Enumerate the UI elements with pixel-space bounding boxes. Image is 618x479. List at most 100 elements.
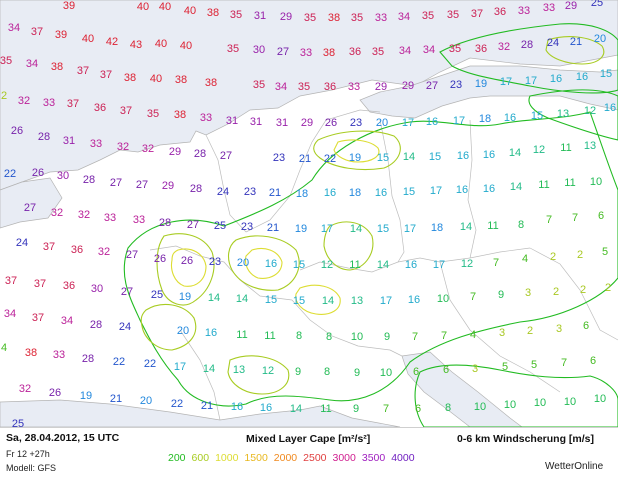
shear-value: 35 xyxy=(230,9,242,21)
shear-value: 33 xyxy=(133,214,145,226)
shear-value: 11 xyxy=(564,177,575,189)
shear-value: 24 xyxy=(119,321,131,333)
legend-item: 2000 xyxy=(273,452,298,464)
shear-value: 43 xyxy=(130,39,142,51)
shear-value: 24 xyxy=(547,37,559,49)
shear-value: 21 xyxy=(201,400,213,412)
shear-value: 24 xyxy=(16,237,28,249)
shear-value: 33 xyxy=(518,5,530,17)
shear-value: 15 xyxy=(377,223,389,235)
shear-value: 13 xyxy=(584,140,596,152)
shear-value: 11 xyxy=(320,403,331,415)
shear-value: 6 xyxy=(415,403,421,415)
shear-value: 16 xyxy=(604,102,616,114)
cape-600-e xyxy=(140,303,197,351)
shear-value: 15 xyxy=(531,110,543,122)
shear-value: 26 xyxy=(181,255,193,267)
shear-value: 3 xyxy=(525,287,531,299)
shear-value: 34 xyxy=(399,45,411,57)
legend-item: 3000 xyxy=(332,452,356,464)
shear-value: 9 xyxy=(354,367,360,379)
shear-value: 10 xyxy=(594,393,606,405)
shear-value: 16 xyxy=(426,116,438,128)
shear-value: 2 xyxy=(580,284,586,296)
shear-value: 5 xyxy=(531,359,537,371)
shear-value: 17 xyxy=(402,117,414,129)
shear-value: 7 xyxy=(493,257,499,269)
shear-value: 20 xyxy=(140,395,152,407)
shear-value: 39 xyxy=(55,29,67,41)
shear-value: 28 xyxy=(82,353,94,365)
shear-value: 26 xyxy=(11,125,23,137)
cape-200-north xyxy=(439,23,618,94)
shear-value: 16 xyxy=(408,294,420,306)
shear-value: 21 xyxy=(267,222,279,234)
border-2 xyxy=(245,109,381,233)
shear-value: 26 xyxy=(49,387,61,399)
shear-value: 15 xyxy=(600,68,612,80)
cape-600-g xyxy=(227,355,290,395)
shear-value: 36 xyxy=(349,46,361,58)
shear-value: 12 xyxy=(262,365,274,377)
shear-value: 27 xyxy=(136,179,148,191)
shear-value: 22 xyxy=(113,356,125,368)
shear-value: 30 xyxy=(57,170,69,182)
shear-value: 23 xyxy=(273,152,285,164)
shear-value: 28 xyxy=(194,148,206,160)
shear-value: 20 xyxy=(177,325,189,337)
shear-value: 31 xyxy=(276,117,288,129)
legend-item: 3500 xyxy=(361,452,386,464)
border-7 xyxy=(291,299,403,357)
map-canvas: 34 37 39 40 42 43 40 40 35 30 27 33 38 36 35 34 34 35 36 32… xyxy=(0,0,618,427)
cape-200-south xyxy=(414,364,618,427)
shear-value: 8 xyxy=(324,366,330,378)
shear-value: 33 xyxy=(375,12,387,24)
shear-value: 40 xyxy=(184,5,196,17)
shear-value: 42 xyxy=(106,36,118,48)
shear-value: 12 xyxy=(461,258,473,270)
shear-value: 9 xyxy=(498,289,504,301)
shear-value: 24 xyxy=(217,186,229,198)
shear-value: 10 xyxy=(534,397,546,409)
cape-1000-b xyxy=(244,247,283,279)
shear-value: 17 xyxy=(380,295,392,307)
shear-value: 10 xyxy=(590,176,602,188)
shear-value: 16 xyxy=(483,149,495,161)
shear-value: 37 xyxy=(43,241,55,253)
shear-value: 38 xyxy=(328,12,340,24)
borders xyxy=(149,109,618,421)
shear-value: 32 xyxy=(78,209,90,221)
shear-value: 37 xyxy=(67,98,79,110)
shear-value: 2 xyxy=(550,251,556,263)
cape-1000-c xyxy=(295,284,341,315)
sea-areas xyxy=(0,0,618,427)
shear-value: 15 xyxy=(429,151,441,163)
shear-value: 2 xyxy=(527,325,533,337)
shear-value: 40 xyxy=(155,38,167,50)
shear-value: 36 xyxy=(475,43,487,55)
shear-value: 34 xyxy=(423,44,435,56)
shear-value: 19 xyxy=(80,390,92,402)
shear-value: 29 xyxy=(280,11,292,23)
shear-value: 29 xyxy=(565,0,577,12)
shear-title: 0-6 km Windscherung [m/s] xyxy=(457,433,595,445)
shear-value: 35 xyxy=(0,55,12,67)
shear-value: 17 xyxy=(453,115,465,127)
shear-values-layer: 34 37 39 40 42 43 40 40 35 30 27 33 38 36 35 34 34 35 36 32… xyxy=(0,0,616,427)
shear-value: 23 xyxy=(350,117,362,129)
shear-value: 7 xyxy=(441,330,447,342)
cape-600-d xyxy=(323,221,374,271)
shear-value: 5 xyxy=(602,246,608,258)
shear-value: 39 xyxy=(63,0,75,12)
shear-value: 6 xyxy=(590,355,596,367)
sea-baltic xyxy=(359,65,618,119)
shear-value: 16 xyxy=(205,327,217,339)
sea-north xyxy=(0,0,618,191)
shear-value: 25 xyxy=(591,0,603,9)
shear-value: 21 xyxy=(269,187,281,199)
shear-value: 37 xyxy=(77,65,89,77)
shear-value: 16 xyxy=(231,401,243,413)
shear-value: 37 xyxy=(471,8,483,20)
shear-value: 16 xyxy=(457,150,469,162)
shear-value: 14 xyxy=(208,292,220,304)
